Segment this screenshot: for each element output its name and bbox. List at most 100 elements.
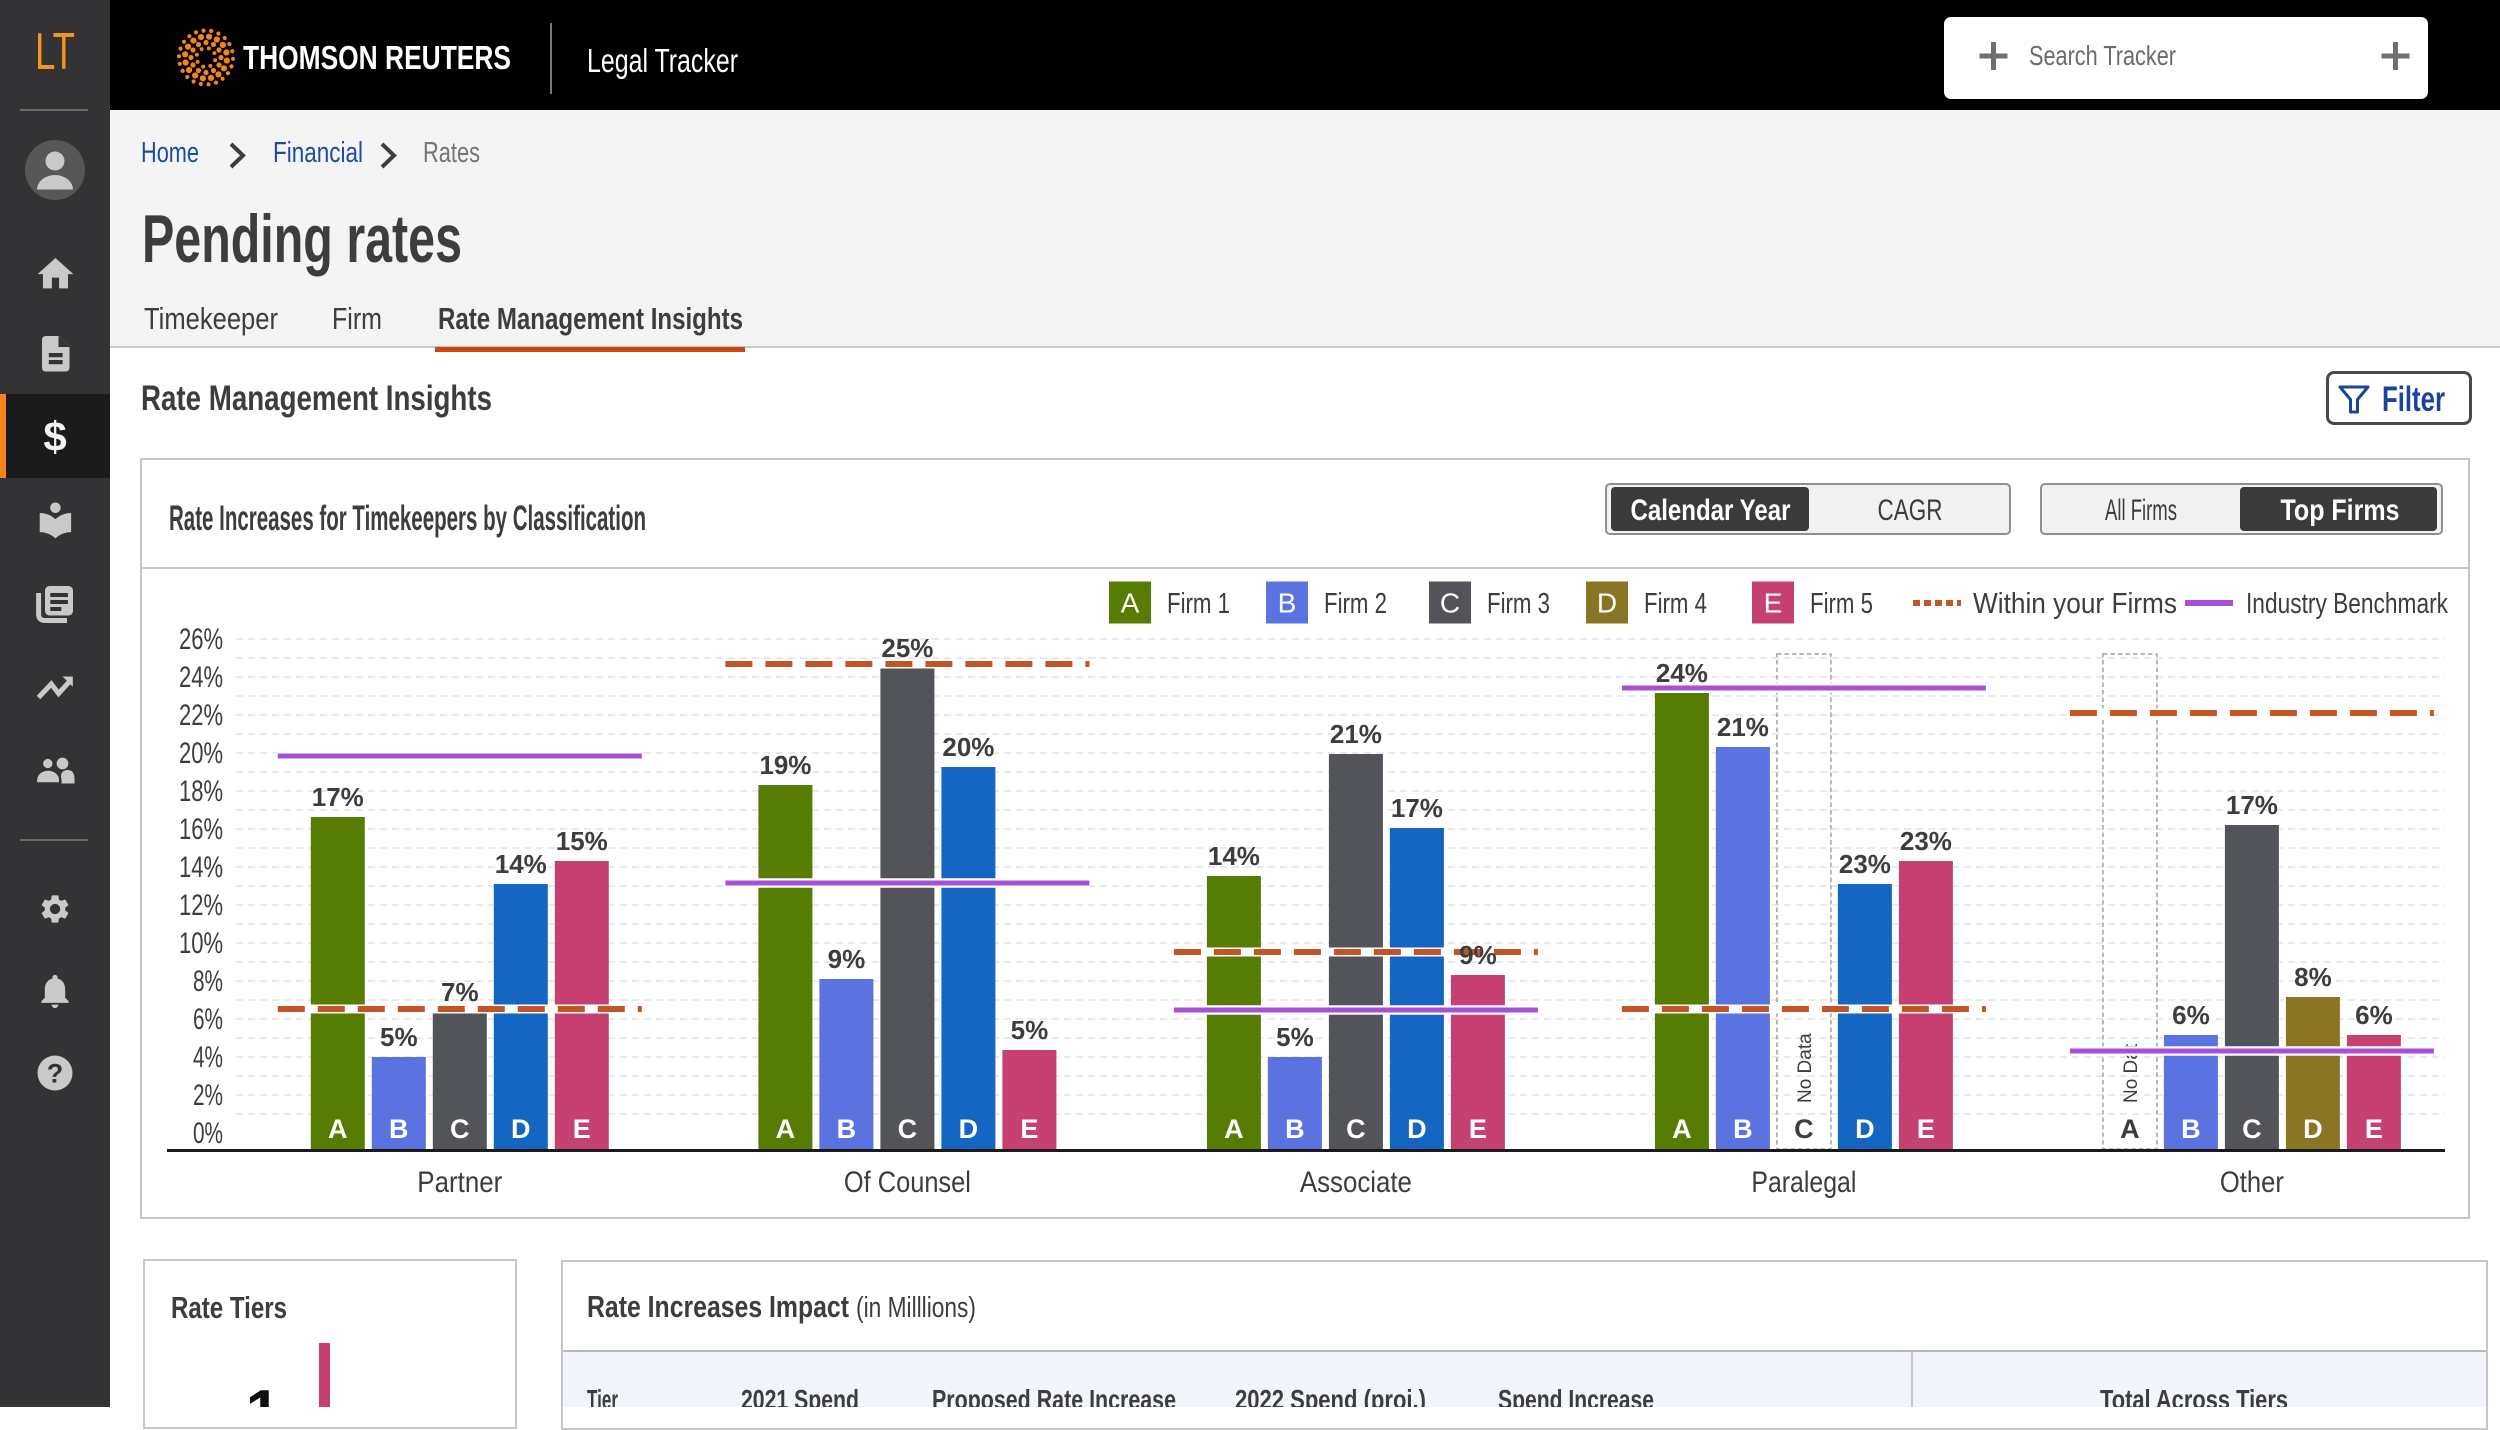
svg-text:Rate Increases Impact: Rate Increases Impact — [587, 1289, 849, 1324]
svg-text:6%: 6% — [2355, 1000, 2393, 1030]
svg-text:Total Across Tiers: Total Across Tiers — [2100, 1384, 2288, 1407]
svg-text:A: A — [1224, 1114, 1244, 1144]
svg-text:B: B — [837, 1114, 857, 1144]
svg-text:6%: 6% — [2172, 1000, 2210, 1030]
svg-text:No Data: No Data — [1795, 1033, 1816, 1103]
svg-text:Pending rates: Pending rates — [142, 201, 462, 277]
svg-text:A: A — [328, 1114, 348, 1144]
svg-text:C: C — [1346, 1114, 1366, 1144]
svg-text:4%: 4% — [193, 1041, 223, 1074]
svg-text:Tier: Tier — [587, 1384, 618, 1407]
svg-text:B: B — [1733, 1114, 1753, 1144]
svg-text:Search Tracker: Search Tracker — [2029, 40, 2176, 71]
svg-text:D: D — [1407, 1114, 1427, 1144]
svg-text:Rate Increases for Timekeepers: Rate Increases for Timekeepers by Classi… — [169, 499, 646, 538]
svg-text:Calendar Year: Calendar Year — [1631, 494, 1791, 527]
svg-text:14%: 14% — [495, 849, 547, 879]
svg-text:D: D — [959, 1114, 979, 1144]
svg-text:B: B — [1285, 1114, 1305, 1144]
svg-text:C: C — [1794, 1114, 1814, 1144]
svg-text:E: E — [1020, 1114, 1038, 1144]
svg-text:Firm 2: Firm 2 — [1324, 588, 1387, 620]
svg-text:Firm 1: Firm 1 — [1167, 588, 1230, 620]
svg-text:Rate Management Insights: Rate Management Insights — [141, 379, 492, 418]
svg-text:5%: 5% — [380, 1022, 418, 1052]
svg-text:18%: 18% — [179, 775, 223, 808]
svg-text:D: D — [1855, 1114, 1875, 1144]
svg-text:Other: Other — [2220, 1166, 2284, 1199]
svg-text:8%: 8% — [2294, 962, 2332, 992]
svg-text:Paralegal: Paralegal — [1751, 1166, 1856, 1199]
svg-text:9%: 9% — [1459, 940, 1497, 970]
svg-text:E: E — [1469, 1114, 1487, 1144]
svg-text:B: B — [389, 1114, 409, 1144]
svg-text:Partner: Partner — [417, 1166, 502, 1199]
svg-text:14%: 14% — [1208, 841, 1260, 871]
svg-text:Filter: Filter — [2382, 380, 2445, 419]
svg-text:26%: 26% — [179, 623, 223, 656]
svg-text:22%: 22% — [179, 699, 223, 732]
svg-text:Rates: Rates — [423, 137, 480, 169]
svg-text:E: E — [573, 1114, 591, 1144]
svg-text:5%: 5% — [1011, 1015, 1049, 1045]
svg-text:THOMSON REUTERS: THOMSON REUTERS — [243, 39, 511, 76]
svg-text:(in Milllions): (in Milllions) — [856, 1292, 976, 1324]
svg-text:Associate: Associate — [1300, 1166, 1412, 1199]
svg-text:C: C — [2242, 1114, 2262, 1144]
svg-text:15%: 15% — [556, 826, 608, 856]
svg-text:24%: 24% — [179, 661, 223, 694]
svg-text:Home: Home — [141, 137, 199, 169]
svg-text:2022 Spend (proj.): 2022 Spend (proj.) — [1235, 1384, 1426, 1407]
svg-text:A: A — [2120, 1114, 2140, 1144]
svg-text:Firm 5: Firm 5 — [1810, 588, 1873, 620]
svg-text:LT: LT — [35, 23, 75, 81]
svg-text:A: A — [776, 1114, 796, 1144]
svg-text:2%: 2% — [193, 1079, 223, 1112]
svg-text:17%: 17% — [2226, 790, 2278, 820]
svg-text:Industry Benchmark: Industry Benchmark — [2246, 588, 2448, 620]
svg-text:8%: 8% — [193, 965, 223, 998]
svg-text:B: B — [2181, 1114, 2201, 1144]
svg-text:16%: 16% — [179, 813, 223, 846]
svg-text:No Dat: No Dat — [2121, 1043, 2142, 1103]
svg-text:17%: 17% — [1391, 793, 1443, 823]
svg-text:Legal Tracker: Legal Tracker — [587, 42, 738, 79]
svg-text:20%: 20% — [179, 737, 223, 770]
svg-text:20%: 20% — [942, 732, 994, 762]
svg-text:21%: 21% — [1330, 719, 1382, 749]
svg-text:6%: 6% — [193, 1003, 223, 1036]
svg-text:1: 1 — [246, 1378, 280, 1407]
svg-text:10%: 10% — [179, 927, 223, 960]
svg-text:0%: 0% — [193, 1117, 223, 1150]
svg-text:Firm 3: Firm 3 — [1487, 588, 1550, 620]
svg-text:Firm 4: Firm 4 — [1644, 588, 1707, 620]
svg-text:Within your Firms: Within your Firms — [1973, 588, 2177, 620]
svg-text:14%: 14% — [179, 851, 223, 884]
svg-text:$: $ — [43, 413, 66, 460]
svg-text:9%: 9% — [828, 944, 866, 974]
svg-text:B: B — [1278, 588, 1297, 619]
svg-text:7%: 7% — [441, 977, 479, 1007]
svg-text:C: C — [1440, 588, 1460, 619]
svg-text:Of Counsel: Of Counsel — [844, 1166, 971, 1199]
svg-text:Spend Increase: Spend Increase — [1498, 1384, 1654, 1407]
svg-text:All Firms: All Firms — [2105, 494, 2177, 527]
svg-text:23%: 23% — [1900, 826, 1952, 856]
svg-text:D: D — [2303, 1114, 2323, 1144]
svg-text:?: ? — [47, 1059, 64, 1089]
svg-text:C: C — [450, 1114, 470, 1144]
svg-text:5%: 5% — [1276, 1022, 1314, 1052]
svg-text:Financial: Financial — [273, 137, 363, 169]
svg-text:17%: 17% — [312, 782, 364, 812]
svg-text:21%: 21% — [1717, 712, 1769, 742]
svg-text:Timekeeper: Timekeeper — [144, 301, 278, 336]
svg-text:D: D — [511, 1114, 531, 1144]
svg-text:2021 Spend: 2021 Spend — [741, 1384, 859, 1407]
svg-text:Rate Management Insights: Rate Management Insights — [438, 301, 743, 336]
svg-text:Rate Tiers: Rate Tiers — [171, 1290, 287, 1325]
svg-text:12%: 12% — [179, 889, 223, 922]
svg-text:E: E — [2365, 1114, 2383, 1144]
svg-text:E: E — [1917, 1114, 1935, 1144]
svg-text:Top Firms: Top Firms — [2281, 494, 2400, 527]
svg-text:23%: 23% — [1839, 849, 1891, 879]
